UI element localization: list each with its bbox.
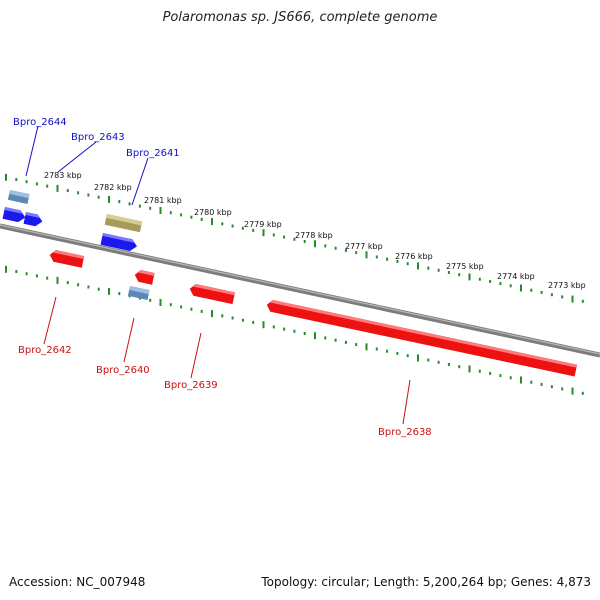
reverse-cds-arrow-4[interactable] xyxy=(266,299,578,377)
leader-bpro-2644 xyxy=(25,125,39,177)
leader-bpro-2643 xyxy=(57,141,97,173)
scale-label: 2775 kbp xyxy=(446,262,484,271)
reverse-cds-arrow-3[interactable] xyxy=(189,283,236,305)
rna-feature-top[interactable] xyxy=(7,190,30,204)
genome-backbone xyxy=(0,223,600,358)
rna-feature-bottom[interactable] xyxy=(127,286,150,300)
scale-label: 2779 kbp xyxy=(244,220,282,229)
scale-label: 2782 kbp xyxy=(94,183,132,192)
reverse-cds-arrow-1[interactable] xyxy=(49,249,85,268)
leader-bpro-2641 xyxy=(131,157,149,206)
outer-tick-track xyxy=(5,173,584,303)
genome-backbone-highlight xyxy=(0,224,600,355)
gene-label-bpro-2643[interactable]: Bpro_2643 xyxy=(71,132,125,143)
scale-label: 2780 kbp xyxy=(194,208,232,217)
inner-tick-track xyxy=(5,265,584,395)
scale-label: 2783 kbp xyxy=(44,171,82,180)
leader-bpro-2639 xyxy=(190,332,202,379)
gene-label-bpro-2640[interactable]: Bpro_2640 xyxy=(96,365,150,376)
forward-cds-arrow-3[interactable] xyxy=(100,233,139,252)
leader-bpro-2640 xyxy=(123,317,135,363)
gene-label-bpro-2642[interactable]: Bpro_2642 xyxy=(18,345,72,356)
scale-label: 2773 kbp xyxy=(548,281,586,290)
scale-labels: 2783 kbp 2782 kbp 2781 kbp 2780 kbp 2779 kbp… xyxy=(44,171,586,290)
genome-summary: Topology: circular; Length: 5,200,264 bp… xyxy=(261,575,591,589)
gene-label-bpro-2641[interactable]: Bpro_2641 xyxy=(126,148,180,159)
reverse-cds-arrow-2[interactable] xyxy=(134,269,155,285)
gene-label-bpro-2644[interactable]: Bpro_2644 xyxy=(13,117,67,128)
gene-label-bpro-2638[interactable]: Bpro_2638 xyxy=(378,427,432,438)
scale-label: 2781 kbp xyxy=(144,196,182,205)
pseudogene-feature[interactable] xyxy=(104,214,143,233)
scale-label: 2777 kbp xyxy=(345,242,383,251)
forward-cds-arrow-1[interactable] xyxy=(2,207,27,223)
gene-labels: Bpro_2644 Bpro_2643 Bpro_2641 Bpro_2642 … xyxy=(13,117,432,438)
gene-leader-lines xyxy=(25,125,411,425)
scale-label: 2778 kbp xyxy=(295,231,333,240)
accession-label: Accession: NC_007948 xyxy=(9,575,146,589)
map-title: Polaromonas sp. JS666, complete genome xyxy=(162,10,438,25)
leader-bpro-2638 xyxy=(402,379,411,425)
scale-label: 2774 kbp xyxy=(497,272,535,281)
scale-label: 2776 kbp xyxy=(395,252,433,261)
forward-cds-arrow-2[interactable] xyxy=(23,212,44,227)
leader-bpro-2642 xyxy=(43,296,57,345)
feature-track xyxy=(2,190,578,377)
gene-label-bpro-2639[interactable]: Bpro_2639 xyxy=(164,380,218,391)
